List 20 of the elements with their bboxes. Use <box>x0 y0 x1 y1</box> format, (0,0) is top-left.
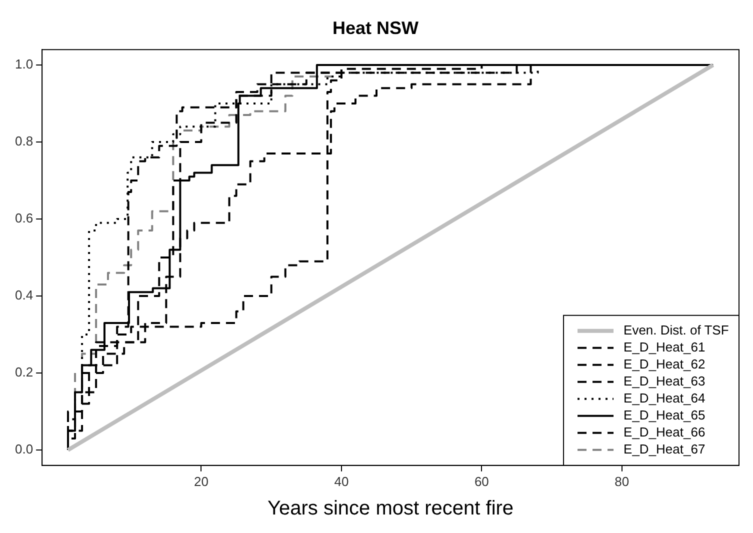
y-tick-label: 0.6 <box>14 210 34 226</box>
x-tick-label: 60 <box>474 474 489 489</box>
x-axis-title: Years since most recent fire <box>268 498 514 520</box>
y-tick-label: 0.2 <box>14 364 34 380</box>
x-tick-label: 20 <box>194 474 208 489</box>
legend-label: E_D_Heat_62 <box>624 356 706 372</box>
legend-label: E_D_Heat_64 <box>624 390 706 406</box>
legend-label: E_D_Heat_66 <box>624 424 706 440</box>
legend-label: E_D_Heat_63 <box>624 373 706 388</box>
chart-title: Heat NSW <box>332 18 419 38</box>
legend-label: E_D_Heat_61 <box>624 339 706 354</box>
legend-label: E_D_Heat_65 <box>624 407 706 422</box>
y-tick-label: 1.0 <box>14 56 34 72</box>
legend-label: Even. Dist. of TSF <box>624 322 729 338</box>
y-tick-label: 0.0 <box>14 442 34 457</box>
x-tick-label: 40 <box>334 474 349 489</box>
legend-label: E_D_Heat_67 <box>624 441 706 456</box>
y-tick-label: 0.8 <box>14 134 34 149</box>
y-tick-label: 0.4 <box>14 288 34 303</box>
x-tick-label: 80 <box>614 474 630 489</box>
